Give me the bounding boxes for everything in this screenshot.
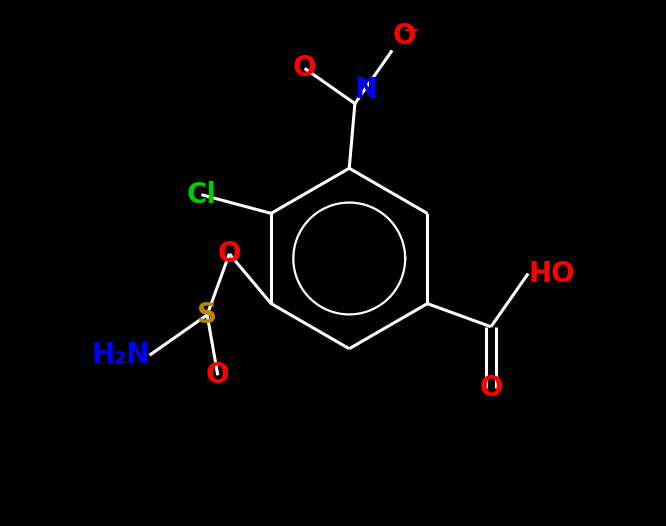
Text: H₂N: H₂N: [91, 341, 149, 369]
Text: Cl: Cl: [186, 181, 216, 209]
Text: N: N: [355, 76, 378, 104]
Text: +: +: [362, 72, 376, 90]
Text: HO: HO: [528, 259, 575, 288]
Text: O: O: [206, 361, 230, 389]
Text: −: −: [403, 21, 420, 39]
Text: O: O: [218, 240, 241, 268]
Text: S: S: [197, 301, 217, 329]
Text: O: O: [392, 23, 416, 50]
Text: O: O: [480, 374, 503, 402]
Text: O: O: [293, 54, 316, 83]
